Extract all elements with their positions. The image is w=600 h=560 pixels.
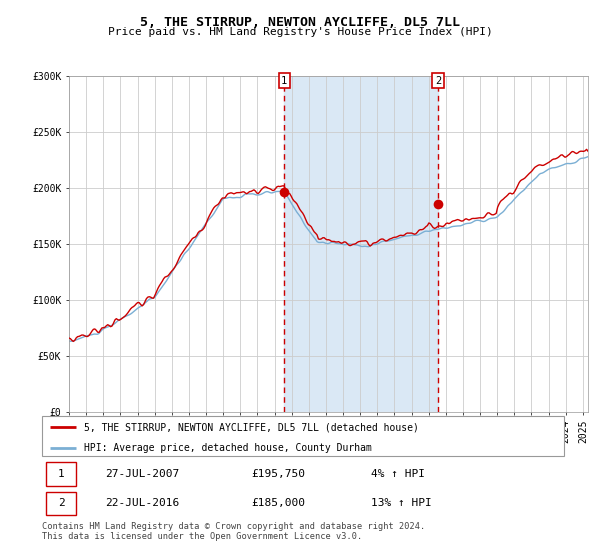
Text: 1: 1 [58, 469, 65, 479]
Text: 22-JUL-2016: 22-JUL-2016 [104, 498, 179, 508]
Text: 1: 1 [281, 76, 287, 86]
Bar [284, 76, 438, 412]
Text: £185,000: £185,000 [251, 498, 305, 508]
Text: £195,750: £195,750 [251, 469, 305, 479]
Text: 13% ↑ HPI: 13% ↑ HPI [371, 498, 431, 508]
Text: Price paid vs. HM Land Registry's House Price Index (HPI): Price paid vs. HM Land Registry's House … [107, 27, 493, 38]
Text: 27-JUL-2007: 27-JUL-2007 [104, 469, 179, 479]
Bar [46, 462, 76, 486]
Text: HPI: Average price, detached house, County Durham: HPI: Average price, detached house, Coun… [84, 442, 371, 452]
Text: Contains HM Land Registry data © Crown copyright and database right 2024.
This d: Contains HM Land Registry data © Crown c… [42, 522, 425, 542]
Text: 2: 2 [435, 76, 441, 86]
Text: 2: 2 [58, 498, 65, 508]
Text: 5, THE STIRRUP, NEWTON AYCLIFFE, DL5 7LL (detached house): 5, THE STIRRUP, NEWTON AYCLIFFE, DL5 7LL… [84, 422, 419, 432]
Bar [46, 492, 76, 515]
Text: 4% ↑ HPI: 4% ↑ HPI [371, 469, 425, 479]
Text: 5, THE STIRRUP, NEWTON AYCLIFFE, DL5 7LL: 5, THE STIRRUP, NEWTON AYCLIFFE, DL5 7LL [140, 16, 460, 29]
